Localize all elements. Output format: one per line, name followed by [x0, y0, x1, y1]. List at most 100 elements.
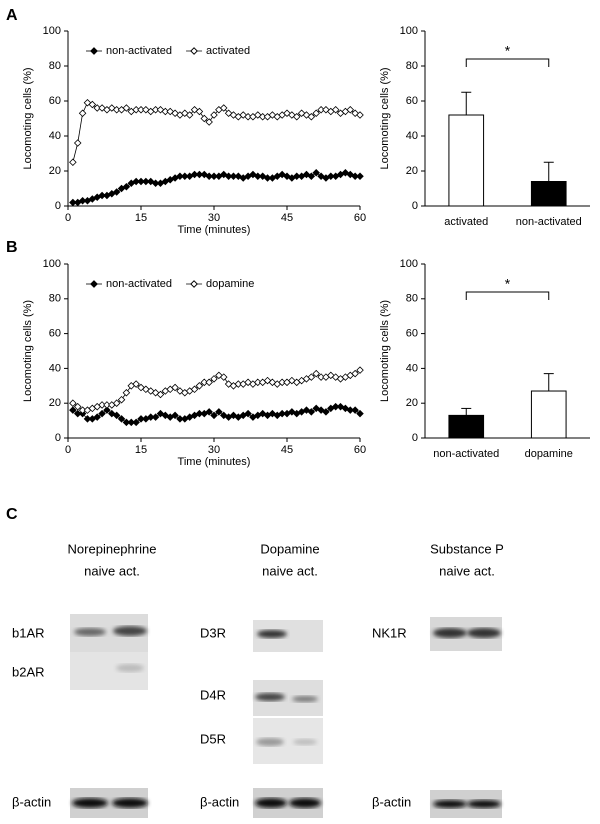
y-tick-label: 20 — [49, 165, 61, 177]
y-axis-label: Locomoting cells (%) — [379, 300, 391, 402]
data-point — [122, 182, 131, 191]
data-point — [88, 100, 97, 109]
data-point — [356, 366, 364, 374]
data-point — [195, 382, 204, 390]
y-tick-label: 100 — [400, 258, 418, 270]
data-point — [137, 105, 145, 114]
data-point — [317, 373, 325, 381]
y-axis-label: Locomoting cells (%) — [379, 67, 391, 169]
data-point — [356, 409, 364, 418]
data-point — [215, 408, 223, 416]
blot-row-label: β-actin — [200, 794, 239, 809]
data-point — [78, 109, 87, 118]
data-point — [73, 402, 82, 411]
data-point — [98, 104, 106, 112]
y-tick-label: 40 — [49, 130, 61, 142]
data-point — [283, 172, 291, 181]
data-point — [356, 172, 364, 181]
data-point — [205, 172, 213, 181]
y-tick-label: 100 — [400, 25, 418, 37]
data-point — [151, 179, 160, 188]
data-point — [312, 168, 320, 177]
data-point — [93, 413, 101, 421]
data-point — [127, 418, 136, 427]
significance-bracket — [465, 291, 550, 300]
data-point — [278, 409, 286, 418]
data-point — [234, 380, 243, 388]
y-tick-label: 60 — [49, 95, 61, 107]
y-tick-label: 80 — [406, 60, 418, 72]
y-tick-label: 0 — [55, 200, 61, 212]
legend-label: non-activated — [106, 278, 172, 290]
data-point — [244, 112, 252, 121]
data-point — [210, 111, 218, 119]
data-point — [292, 172, 301, 181]
data-point — [210, 172, 218, 181]
x-tick-label: 45 — [281, 212, 293, 224]
data-point — [69, 406, 77, 414]
x-tick-label: 30 — [208, 444, 220, 456]
y-tick-label: 40 — [406, 130, 418, 142]
y-tick-label: 20 — [49, 397, 61, 409]
y-tick-label: 40 — [49, 362, 61, 374]
data-point — [200, 170, 209, 179]
data-point — [176, 415, 184, 423]
x-tick-label: 30 — [208, 212, 220, 224]
data-point — [200, 378, 209, 387]
blot-row-label: β-actin — [372, 794, 411, 809]
data-point — [146, 413, 155, 421]
data-point — [205, 118, 213, 126]
data-point — [195, 107, 204, 116]
blot-lanes: naive act. — [439, 563, 495, 578]
data-point — [200, 114, 209, 123]
significance-mark: * — [505, 43, 511, 59]
data-point — [292, 112, 301, 121]
data-point — [219, 170, 228, 179]
y-axis-label: Locomoting cells (%) — [22, 300, 34, 402]
data-point — [351, 172, 359, 181]
data-point — [83, 415, 92, 423]
data-point — [278, 378, 286, 387]
data-point — [142, 177, 150, 186]
x-tick-label: dopamine — [525, 448, 573, 460]
x-tick-label: 0 — [65, 212, 71, 224]
y-tick-label: 100 — [43, 258, 61, 270]
data-point — [132, 418, 140, 427]
y-tick-label: 80 — [49, 293, 61, 305]
data-point — [215, 371, 223, 380]
data-point — [219, 373, 228, 381]
blot-row-label: β-actin — [12, 794, 51, 809]
data-point — [132, 380, 140, 388]
data-point — [219, 104, 228, 112]
data-point — [351, 369, 359, 378]
blot-row-label: D4R — [200, 687, 226, 702]
data-point — [317, 105, 325, 114]
data-point — [117, 395, 126, 404]
data-point — [341, 168, 350, 177]
data-point — [195, 170, 204, 179]
data-point — [98, 191, 106, 200]
data-point — [112, 105, 121, 114]
bar — [530, 390, 567, 439]
y-axis-label: Locomoting cells (%) — [22, 67, 34, 169]
data-point — [93, 104, 101, 112]
x-tick-label: 15 — [135, 444, 147, 456]
data-point — [171, 411, 179, 420]
data-point — [307, 373, 316, 381]
data-point — [307, 172, 316, 181]
data-point — [278, 170, 286, 179]
data-point — [103, 401, 111, 409]
blot-row-label: D5R — [200, 731, 226, 746]
legend-label: activated — [206, 45, 250, 57]
data-point — [137, 415, 145, 423]
y-tick-label: 100 — [43, 25, 61, 37]
data-point — [122, 104, 131, 112]
bar — [448, 414, 485, 439]
data-point — [185, 111, 194, 119]
data-point — [151, 413, 160, 421]
data-point — [307, 408, 316, 416]
data-point — [195, 409, 204, 418]
data-point — [258, 172, 267, 181]
data-point — [263, 174, 272, 182]
